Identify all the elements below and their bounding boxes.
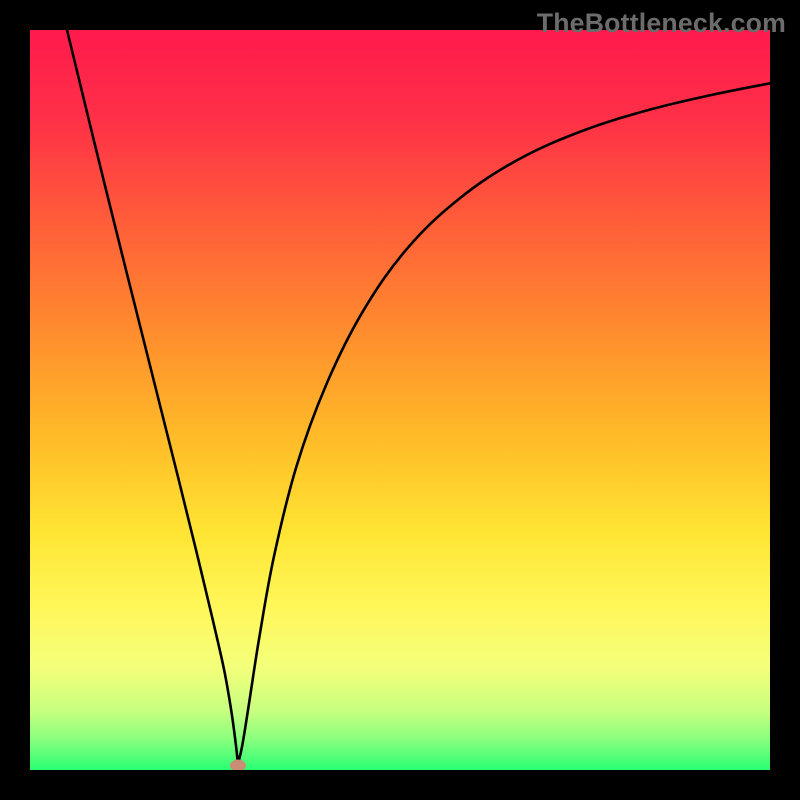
- border-left: [0, 0, 30, 800]
- watermark-text: TheBottleneck.com: [537, 8, 786, 39]
- plot-area: [30, 30, 770, 770]
- chart-frame: TheBottleneck.com: [0, 0, 800, 800]
- border-bottom: [0, 770, 800, 800]
- border-right: [770, 0, 800, 800]
- gradient-background: [30, 30, 770, 770]
